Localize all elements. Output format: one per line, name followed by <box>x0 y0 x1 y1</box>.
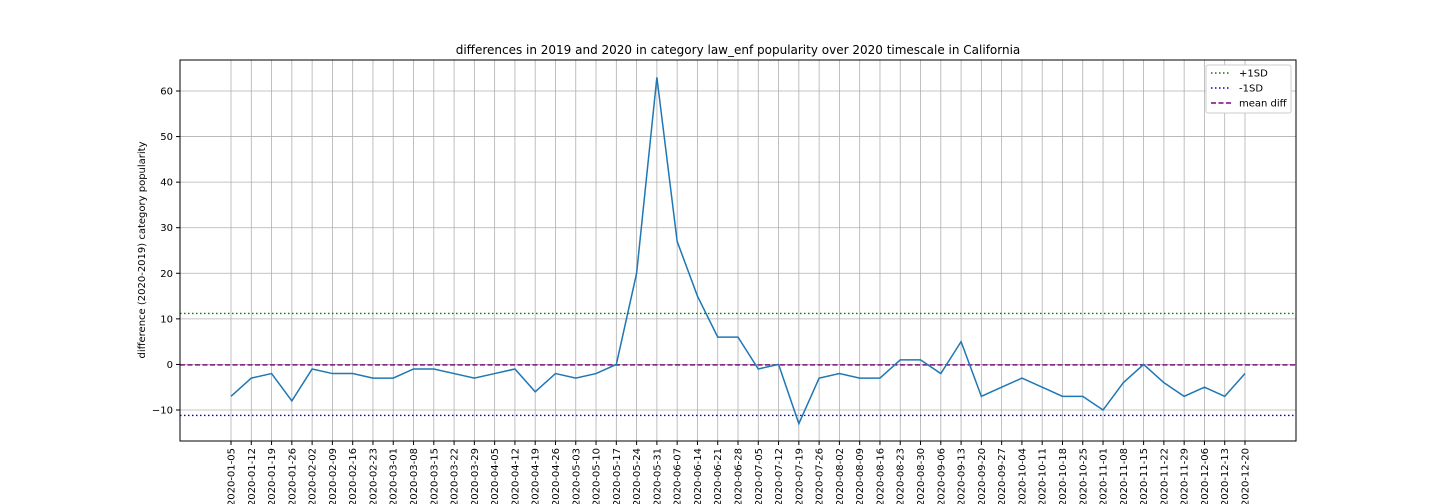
x-tick-label: 2020-06-28 <box>734 448 745 504</box>
y-tick-label: 30 <box>160 223 173 234</box>
x-tick-label: 2020-12-13 <box>1220 448 1231 504</box>
x-tick-label: 2020-06-21 <box>713 448 724 504</box>
y-tick-label: 0 <box>167 360 173 371</box>
reference-lines <box>180 312 1296 417</box>
x-tick-label: 2020-08-23 <box>896 448 907 504</box>
x-tick-label: 2020-11-22 <box>1159 448 1170 504</box>
x-tick-label: 2020-09-27 <box>997 448 1008 504</box>
x-tick-label: 2020-01-26 <box>287 448 298 504</box>
x-tick-label: 2020-10-04 <box>1017 448 1028 504</box>
x-tick-label: 2020-07-12 <box>774 448 785 504</box>
x-tick-label: 2020-04-05 <box>490 448 501 504</box>
grid <box>180 60 1296 441</box>
x-tick-label: 2020-10-18 <box>1058 448 1069 504</box>
x-tick-label: 2020-05-10 <box>592 448 603 504</box>
x-tick-label: 2020-10-25 <box>1078 448 1089 504</box>
legend-label: mean diff <box>1239 99 1288 110</box>
legend-box <box>1205 64 1292 114</box>
y-axis: −10 0 10 20 30 40 50 60 <box>152 86 180 417</box>
series-line <box>230 77 1246 426</box>
y-tick-label: −10 <box>152 406 173 417</box>
y-tick-label: 10 <box>160 314 173 325</box>
x-tick-label: 2020-11-15 <box>1139 448 1150 504</box>
x-tick-label: 2020-06-07 <box>673 448 684 504</box>
x-tick-label: 2020-12-06 <box>1200 448 1211 504</box>
y-tick-label: 50 <box>160 132 173 143</box>
x-tick-label: 2020-08-02 <box>835 448 846 504</box>
x-tick-label: 2020-04-19 <box>531 448 542 504</box>
x-tick-label: 2020-04-12 <box>510 448 521 504</box>
x-tick-label: 2020-08-09 <box>855 448 866 504</box>
x-tick-label: 2020-01-05 <box>227 448 238 504</box>
x-tick-label: 2020-03-22 <box>450 448 461 504</box>
x-tick-label: 2020-10-11 <box>1038 448 1049 504</box>
x-tick-label: 2020-06-14 <box>693 448 704 504</box>
x-tick-label: 2020-01-19 <box>267 448 278 504</box>
x-axis: 2020-01-05 2020-01-12 2020-01-19 2020-01-26… <box>227 441 1252 504</box>
x-tick-label: 2020-04-26 <box>551 448 562 504</box>
x-tick-label: 2020-02-23 <box>368 448 379 504</box>
x-tick-label: 2020-03-08 <box>409 448 420 504</box>
x-tick-label: 2020-05-31 <box>652 448 663 504</box>
x-tick-label: 2020-02-16 <box>348 448 359 504</box>
x-tick-label: 2020-09-20 <box>977 448 988 504</box>
y-tick-label: 60 <box>160 86 173 97</box>
y-axis-label: difference (2020-2019) category populari… <box>137 141 148 358</box>
y-tick-label: 40 <box>160 178 173 189</box>
x-tick-label: 2020-07-19 <box>794 448 805 504</box>
x-tick-label: 2020-11-29 <box>1180 448 1191 504</box>
x-tick-label: 2020-01-12 <box>247 448 258 504</box>
y-tick-label: 20 <box>160 269 173 280</box>
x-tick-label: 2020-08-30 <box>916 448 927 504</box>
x-tick-label: 2020-05-24 <box>632 448 643 504</box>
x-tick-label: 2020-07-05 <box>754 448 765 504</box>
x-tick-label: 2020-12-20 <box>1241 448 1252 504</box>
x-tick-label: 2020-09-06 <box>936 448 947 504</box>
x-tick-label: 2020-05-17 <box>612 448 623 504</box>
x-tick-label: 2020-03-29 <box>470 448 481 504</box>
x-tick-label: 2020-09-13 <box>957 448 968 504</box>
x-tick-label: 2020-03-01 <box>389 448 400 504</box>
legend: +1SD -1SD mean diff <box>1205 64 1292 114</box>
x-tick-label: 2020-03-15 <box>429 448 440 504</box>
legend-label: +1SD <box>1239 69 1268 80</box>
chart-title: differences in 2019 and 2020 in category… <box>456 43 1021 57</box>
x-tick-label: 2020-02-09 <box>328 448 339 504</box>
x-tick-label: 2020-11-08 <box>1119 448 1130 504</box>
x-tick-label: 2020-05-03 <box>571 448 582 504</box>
x-tick-label: 2020-11-01 <box>1099 448 1110 504</box>
x-tick-label: 2020-02-02 <box>308 448 319 504</box>
x-tick-label: 2020-07-26 <box>815 448 826 504</box>
x-tick-label: 2020-08-16 <box>875 448 886 504</box>
legend-label: -1SD <box>1239 84 1263 95</box>
